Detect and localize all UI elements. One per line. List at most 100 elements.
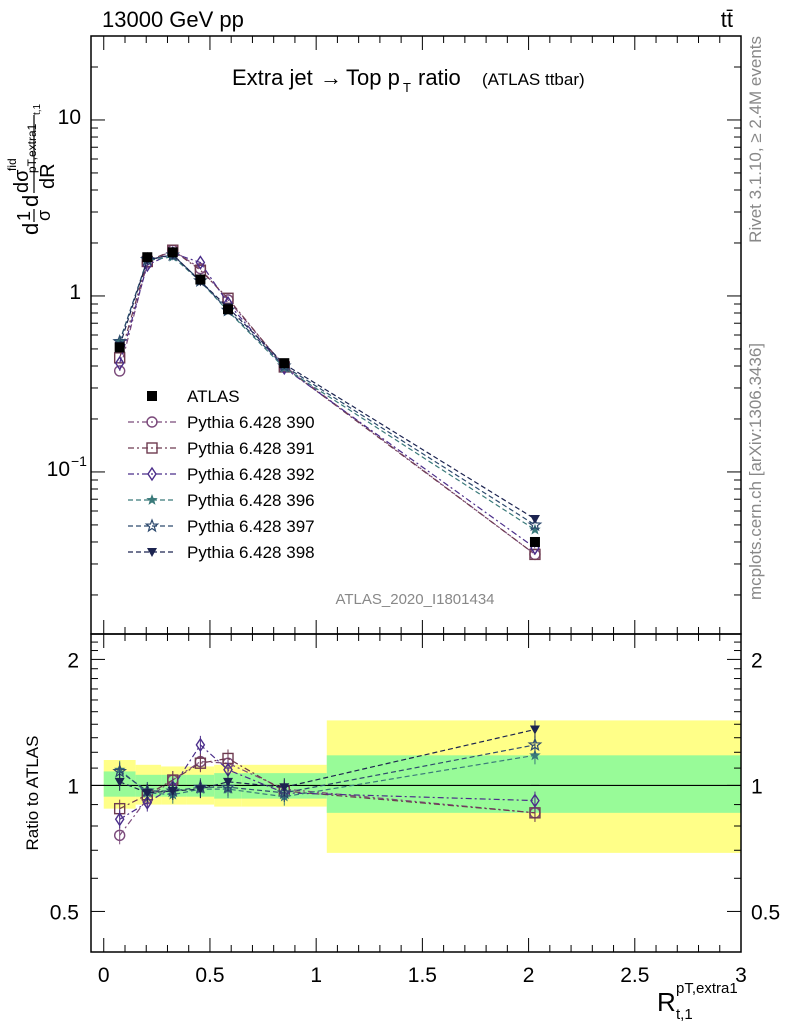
data-point	[114, 342, 125, 353]
ratio-ylabel: Ratio to ATLAS	[23, 736, 42, 851]
series-line	[119, 252, 536, 549]
title-main: Extra jet	[232, 65, 313, 90]
ratio-ytick-label-right: 1	[751, 775, 763, 798]
legend-marker	[144, 518, 160, 533]
series-pythia-6-428-391	[113, 244, 541, 561]
legend-entry: Pythia 6.428 392	[128, 465, 315, 484]
ytick-label-0.1: 10	[47, 458, 70, 481]
legend-marker	[146, 442, 158, 454]
ylabel-sub: pT,extra1	[25, 123, 39, 173]
data-point	[114, 355, 125, 371]
xtick-label: 1	[310, 964, 322, 987]
legend-label: Pythia 6.428 391	[187, 439, 315, 458]
ratio-point	[223, 777, 234, 787]
title-small: (ATLAS ttbar)	[482, 70, 585, 89]
legend-label: Pythia 6.428 398	[187, 543, 315, 562]
legend-marker	[146, 494, 158, 505]
legend-entry: Pythia 6.428 396	[128, 491, 315, 510]
header-left: 13000 GeV pp	[102, 7, 244, 32]
ylabel-d: d	[18, 223, 43, 235]
ratio-point	[527, 737, 543, 752]
header-right: tt̄	[721, 7, 733, 32]
legend-label: Pythia 6.428 397	[187, 517, 315, 536]
ylabel-dR: dR	[37, 163, 59, 189]
title-mid: Top p	[346, 65, 400, 90]
rivet-label: Rivet 3.1.10, ≥ 2.4M events	[746, 36, 765, 243]
xtick-label: 3	[735, 964, 747, 987]
data-point	[529, 523, 541, 535]
ratio-point	[114, 777, 125, 787]
ratio-series	[112, 720, 543, 845]
data-point	[195, 274, 206, 285]
ratio-point	[142, 795, 153, 810]
ratio-frame	[90, 633, 742, 953]
legend-entry: Pythia 6.428 397	[128, 517, 315, 536]
ytick-label-10: 10	[58, 106, 81, 129]
legend-marker	[146, 416, 158, 428]
xtick-label: 2.5	[620, 964, 649, 987]
ratio-point	[530, 793, 540, 808]
watermark: ATLAS_2020_I1801434	[335, 591, 494, 608]
legend-marker	[147, 391, 157, 401]
ratio-point	[195, 785, 206, 795]
legend-entry: Pythia 6.428 390	[128, 413, 315, 432]
main-series	[112, 244, 543, 561]
ylabel-sub2: t,1	[32, 103, 43, 115]
data-point	[223, 304, 234, 315]
series-line	[119, 253, 536, 520]
xlabel-sub: t,1	[676, 1006, 693, 1023]
xlabel-main: R	[657, 987, 676, 1017]
series-atlas	[114, 247, 540, 547]
ratio-point	[195, 737, 206, 753]
ratio-point	[279, 783, 290, 793]
ratio-ytick-label: 0.5	[50, 901, 79, 924]
title-end: ratio	[418, 65, 461, 90]
ratio-ytick-label-right: 0.5	[751, 901, 780, 924]
ratio-point	[113, 829, 126, 842]
xtick-label: 0.5	[195, 964, 224, 987]
data-point	[195, 255, 206, 270]
main-ylabel: d 1 σ d dσ fid dR pT,extra1 t,1	[5, 103, 59, 235]
x-axis-label: R pT,extra1 t,1	[657, 980, 738, 1023]
title-sub: T	[403, 80, 411, 95]
mcplots-label: mcplots.cern.ch [arXiv:1306.3436]	[746, 343, 765, 600]
xlabel-sup: pT,extra1	[676, 980, 738, 997]
legend-entry: Pythia 6.428 398	[128, 543, 315, 562]
ytick-label-0.1-exp: −1	[71, 453, 87, 469]
series-pythia-6-428-392	[114, 245, 540, 556]
legend-entry: Pythia 6.428 391	[128, 439, 315, 458]
legend-label: ATLAS	[187, 387, 240, 406]
xtick-label: 1.5	[408, 964, 437, 987]
series-pythia-6-428-390	[113, 244, 541, 561]
ratio-point	[194, 757, 207, 769]
ylabel-one: 1	[14, 211, 34, 221]
title-arrow: →	[320, 65, 342, 90]
data-point	[529, 548, 541, 561]
ylabel-sigma: σ	[34, 210, 54, 221]
ratio-point	[529, 749, 541, 761]
data-point	[527, 517, 543, 532]
data-point	[142, 252, 153, 263]
ratio-ticks: 0 0.5 1 1.5 2 2.5 3 0.5 0.5 1 1 2 2	[50, 633, 780, 987]
ylabel-dsig: dσ	[11, 169, 33, 193]
data-point	[113, 365, 126, 377]
ylabel-fid: fid	[5, 158, 19, 171]
ylabel-d2: d	[18, 195, 43, 207]
legend-marker	[147, 466, 157, 482]
legend: ATLAS Pythia 6.428 390 Pythia 6.428 391 Pyt…	[128, 387, 315, 562]
ratio-point	[114, 812, 125, 827]
chart-title: Extra jet → Top p T ratio (ATLAS ttbar)	[232, 65, 585, 95]
uncertainty-band-stat	[326, 755, 741, 813]
xtick-label: 2	[523, 964, 535, 987]
ratio-point	[529, 725, 540, 735]
legend-entry: ATLAS	[147, 387, 240, 406]
ytick-label-1: 1	[69, 281, 81, 304]
ratio-ytick-label-right: 2	[751, 649, 763, 672]
data-point	[529, 536, 540, 547]
ratio-panel: 0 0.5 1 1.5 2 2.5 3 0.5 0.5 1 1 2 2 Ratio to ATLAS R…	[23, 633, 780, 1023]
main-ticks	[91, 35, 742, 634]
ratio-point	[167, 786, 178, 796]
ratio-series-pythia-6-428-398	[114, 720, 540, 802]
series-line	[119, 254, 536, 526]
